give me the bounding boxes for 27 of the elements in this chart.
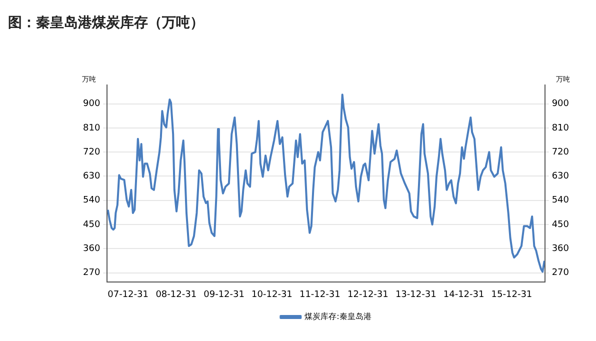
y-tick-label: 270	[82, 268, 100, 278]
x-tick-label: 08-12-31	[156, 290, 197, 300]
x-tick-label: 09-12-31	[204, 290, 244, 300]
y-tick-label: 450	[82, 220, 100, 230]
y-tick-label: 810	[82, 123, 100, 134]
y2-tick-label: 900	[552, 99, 570, 110]
y-tick-label: 540	[82, 196, 100, 206]
x-tick-label: 13-12-31	[395, 290, 436, 300]
y-tick-label: 900	[82, 99, 100, 110]
y2-tick-label: 450	[552, 220, 570, 230]
y-tick-label: 360	[82, 244, 100, 254]
x-tick-label: 14-12-31	[443, 290, 484, 300]
x-tick-label: 10-12-31	[252, 290, 292, 300]
y2-tick-label: 360	[552, 244, 570, 254]
y-tick-label: 630	[82, 172, 100, 182]
x-tick-label: 12-12-31	[348, 290, 388, 300]
x-tick-label: 15-12-31	[491, 290, 532, 300]
y2-tick-label: 630	[552, 172, 570, 182]
y2-tick-label: 540	[552, 196, 570, 206]
y-tick-label: 720	[82, 147, 100, 158]
y2-tick-label: 810	[552, 123, 570, 134]
y2-tick-label: 270	[552, 268, 570, 278]
y2-tick-label: 720	[552, 147, 570, 158]
chart-title: 图：秦皇岛港煤炭库存（万吨）	[8, 14, 204, 32]
legend-label: 煤炭库存:秦皇岛港	[304, 312, 372, 322]
x-tick-label: 11-12-31	[299, 290, 340, 300]
x-tick-label: 07-12-31	[108, 290, 148, 300]
